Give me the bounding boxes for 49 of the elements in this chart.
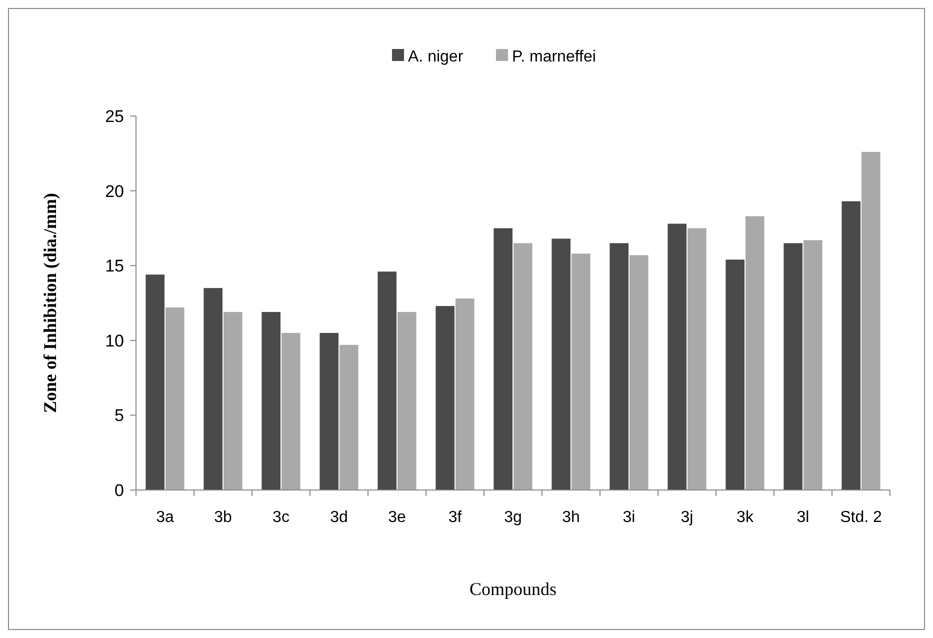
bar — [262, 312, 281, 490]
bar — [165, 307, 184, 490]
y-axis-title: Zone of Inhibition (dia./mm) — [40, 192, 60, 414]
bar — [339, 344, 358, 490]
bar — [842, 201, 861, 490]
x-tick-label: 3h — [562, 509, 580, 526]
x-tick-label: 3l — [796, 509, 810, 526]
y-tick-label: 10 — [105, 331, 124, 350]
bar — [281, 332, 300, 490]
bar — [146, 274, 165, 490]
bar — [745, 216, 764, 490]
bar — [571, 254, 590, 490]
x-tick-label: 3i — [622, 509, 636, 526]
bar — [378, 272, 397, 490]
bar — [513, 243, 532, 490]
legend-label: P. marneffei — [512, 48, 596, 66]
y-tick-label: 5 — [114, 406, 124, 426]
y-tick-label: 20 — [105, 182, 124, 201]
y-tick-label: 25 — [105, 106, 124, 126]
bar — [552, 238, 571, 490]
bar — [494, 228, 513, 490]
bar — [784, 243, 803, 490]
x-tick-label: Std. 2 — [840, 509, 882, 526]
bar — [726, 260, 745, 490]
bar — [320, 332, 339, 490]
bar — [861, 152, 880, 490]
bar — [610, 243, 629, 490]
x-tick-label: 3e — [388, 509, 406, 526]
x-tick-label: 3g — [504, 509, 522, 526]
x-tick-label: 3f — [448, 509, 462, 526]
x-tick-label: 3k — [736, 509, 754, 526]
bar — [803, 240, 822, 490]
bar — [668, 224, 687, 490]
x-axis-title: Compounds — [469, 579, 557, 599]
bar — [204, 288, 223, 490]
bar — [687, 228, 706, 490]
bar — [397, 312, 416, 490]
x-tick-label: 3d — [330, 509, 348, 526]
legend-label: A. niger — [408, 48, 464, 66]
bar — [629, 255, 648, 490]
x-tick-label: 3j — [680, 509, 694, 526]
x-tick-label: 3c — [272, 509, 290, 526]
y-tick-label: 15 — [105, 256, 124, 276]
bar — [223, 312, 242, 490]
bar — [436, 306, 455, 490]
y-tick-label: 0 — [114, 480, 124, 500]
x-tick-label: 3a — [156, 509, 174, 526]
x-tick-label: 3b — [214, 509, 232, 526]
bar — [455, 298, 474, 490]
